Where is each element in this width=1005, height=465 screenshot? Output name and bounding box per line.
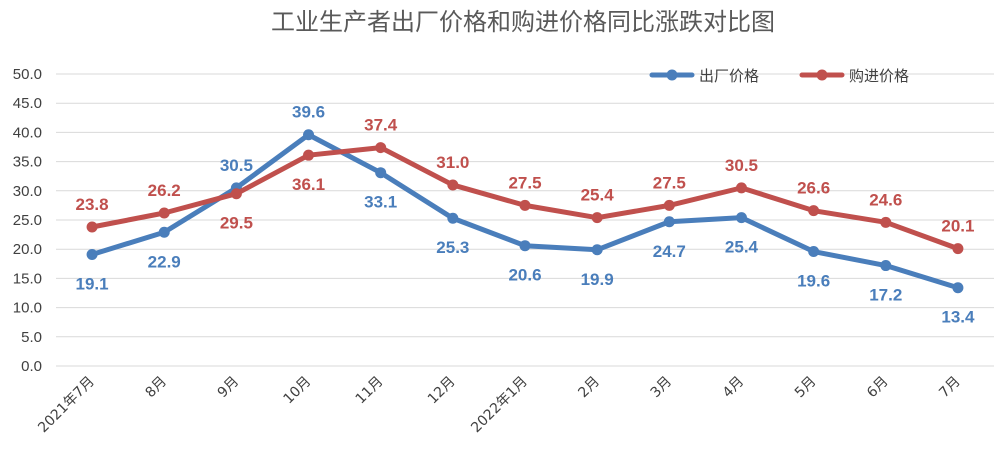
data-point: [303, 149, 315, 161]
gridlines: [56, 73, 994, 367]
data-label: 17.2: [869, 286, 902, 305]
legend-label: 购进价格: [849, 67, 909, 85]
data-point: [735, 182, 747, 194]
data-label: 27.5: [653, 173, 686, 192]
data-label: 19.6: [797, 272, 830, 291]
data-point: [447, 179, 459, 191]
series-lines: [86, 129, 964, 294]
legend-marker: [666, 69, 678, 81]
y-tick-label: 5.0: [21, 329, 42, 346]
data-point: [447, 212, 459, 224]
y-tick-label: 25.0: [13, 212, 42, 229]
x-tick-label: 2月: [575, 374, 603, 402]
data-point: [303, 129, 315, 141]
data-point: [519, 240, 531, 252]
x-tick-label: 8月: [143, 374, 171, 402]
data-label: 25.4: [581, 186, 615, 205]
data-label: 36.1: [292, 175, 325, 194]
y-tick-label: 0.0: [21, 358, 42, 375]
y-tick-label: 35.0: [13, 154, 42, 171]
data-point: [663, 199, 675, 211]
x-tick-label: 6月: [864, 374, 892, 402]
data-label: 19.9: [581, 270, 614, 289]
data-point: [591, 244, 603, 256]
x-tick-label: 11月: [353, 374, 387, 408]
y-tick-label: 20.0: [13, 241, 42, 258]
x-tick-label: 2022年1月: [468, 374, 531, 437]
chart-title: 工业生产者出厂价格和购进价格同比涨跌对比图: [271, 8, 775, 36]
data-label: 13.4: [941, 308, 975, 327]
data-label: 39.6: [292, 103, 325, 122]
data-label: 20.1: [941, 217, 974, 236]
data-point: [880, 260, 892, 272]
x-tick-label: 7月: [936, 374, 964, 402]
data-point: [880, 216, 892, 228]
data-label: 26.2: [148, 181, 181, 200]
data-point: [663, 216, 675, 228]
x-tick-label: 10月: [281, 374, 315, 408]
y-axis-ticks: 0.0 5.0 10.0 15.0 20.0 25.0 30.0 35.0 40.0 45.0 50…: [13, 66, 42, 375]
data-point: [230, 188, 242, 200]
data-label: 25.4: [725, 238, 759, 257]
data-point: [375, 142, 387, 154]
data-label: 30.5: [725, 156, 758, 175]
x-axis-ticks: 2021年7月 8月 9月 10月 11月 12月 2022年1月 2月 3月 4月 5月 6月 7月: [35, 374, 963, 437]
data-point: [158, 226, 170, 238]
data-label: 37.4: [364, 116, 398, 135]
legend-marker: [816, 69, 828, 81]
data-point: [808, 205, 820, 217]
data-point: [952, 243, 964, 255]
data-point: [86, 221, 98, 233]
data-label: 31.0: [436, 153, 469, 172]
y-tick-label: 15.0: [13, 270, 42, 287]
legend: 出厂价格 购进价格: [649, 67, 909, 85]
data-label: 26.6: [797, 179, 830, 198]
data-label: 27.5: [508, 173, 541, 192]
data-point: [158, 207, 170, 219]
x-tick-label: 5月: [792, 374, 820, 402]
data-point: [808, 246, 820, 258]
legend-label: 出厂价格: [699, 67, 759, 85]
data-point: [735, 212, 747, 224]
x-tick-label: 4月: [720, 374, 748, 402]
data-point: [591, 212, 603, 224]
data-label: 20.6: [508, 266, 541, 285]
data-label: 29.5: [220, 214, 253, 233]
y-tick-label: 50.0: [13, 66, 42, 83]
data-label: 19.1: [76, 274, 109, 293]
y-tick-label: 10.0: [13, 300, 42, 317]
data-label: 33.1: [364, 193, 397, 212]
data-point: [952, 282, 964, 294]
y-tick-label: 45.0: [13, 95, 42, 112]
data-point: [519, 199, 531, 211]
y-tick-label: 30.0: [13, 183, 42, 200]
x-tick-label: 2021年7月: [35, 374, 98, 437]
data-label: 30.5: [220, 156, 253, 175]
data-label: 24.7: [653, 242, 686, 261]
y-tick-label: 40.0: [13, 124, 42, 141]
data-point: [375, 167, 387, 179]
data-label: 22.9: [148, 252, 181, 271]
x-tick-label: 9月: [215, 374, 243, 402]
data-label: 24.6: [869, 190, 902, 209]
data-label: 25.3: [436, 238, 469, 257]
data-point: [86, 248, 98, 260]
data-label: 23.8: [76, 195, 109, 214]
data-labels: 19.1 22.9 30.5 39.6 33.1 25.3 20.6 19.9 24.7 25.4…: [76, 103, 975, 327]
x-tick-label: 3月: [648, 374, 676, 402]
x-tick-label: 12月: [425, 374, 459, 408]
